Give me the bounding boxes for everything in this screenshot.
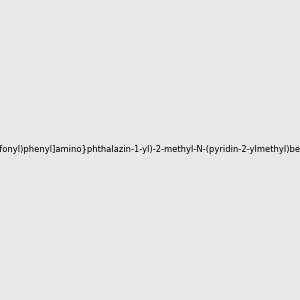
Text: 5-(4-{[4-(aminosulfonyl)phenyl]amino}phthalazin-1-yl)-2-methyl-N-(pyridin-2-ylme: 5-(4-{[4-(aminosulfonyl)phenyl]amino}pht… — [0, 146, 300, 154]
